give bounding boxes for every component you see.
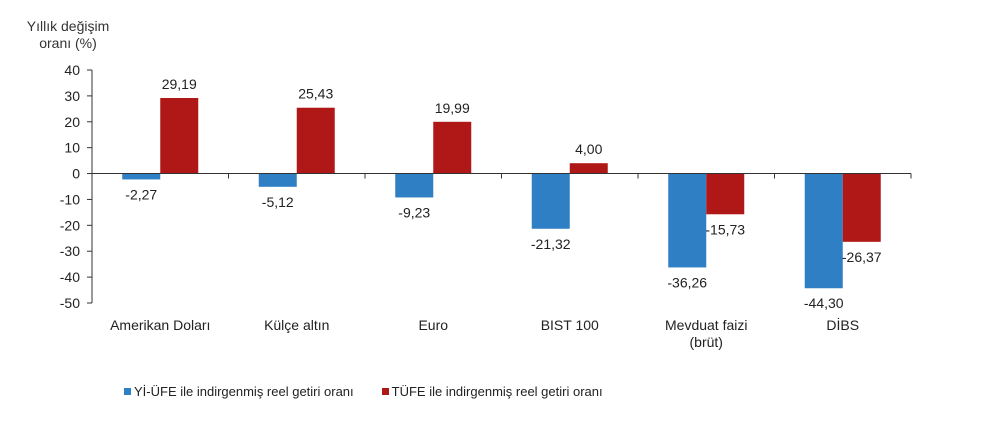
- x-tick-label: BIST 100: [541, 317, 599, 333]
- x-tick-label: (brüt): [690, 334, 723, 350]
- y-tick-label: -50: [60, 295, 80, 311]
- bar-tufe: [706, 173, 745, 215]
- y-axis-title: Yıllık değişim oranı (%): [18, 18, 118, 52]
- x-tick-label: Mevduat faizi: [665, 317, 747, 333]
- x-tick-label: DİBS: [826, 316, 859, 333]
- legend-item-tufe: TÜFE ile indirgenmiş reel getiri oranı: [381, 384, 603, 399]
- y-tick-label: 10: [64, 140, 80, 156]
- data-label: -26,37: [842, 249, 882, 265]
- x-tick-label: Euro: [418, 317, 448, 333]
- y-axis-title-line-2: oranı (%): [39, 35, 97, 51]
- legend-item-yi-ufe: Yİ-ÜFE ile indirgenmiş reel getiri oranı: [124, 384, 354, 399]
- data-label: 25,43: [298, 86, 333, 102]
- data-label: -9,23: [398, 204, 430, 220]
- y-tick-label: -30: [60, 243, 80, 259]
- data-label: -44,30: [804, 295, 844, 311]
- x-tick-label: Amerikan Doları: [110, 317, 210, 333]
- data-label: -5,12: [262, 194, 294, 210]
- legend-label: Yİ-ÜFE ile indirgenmiş reel getiri oranı: [134, 384, 354, 399]
- bar-tufe: [296, 107, 335, 174]
- bar-yi-ufe: [258, 173, 297, 187]
- bar-yi-ufe: [804, 173, 843, 289]
- data-label: -21,32: [531, 236, 571, 252]
- data-label: 4,00: [575, 141, 602, 157]
- y-tick-label: -40: [60, 269, 80, 285]
- bar-tufe: [160, 97, 199, 174]
- y-axis-title-line-1: Yıllık değişim: [26, 18, 110, 34]
- data-label: -36,26: [667, 274, 707, 290]
- legend-label: TÜFE ile indirgenmiş reel getiri oranı: [391, 384, 603, 399]
- bar-tufe: [842, 173, 881, 242]
- bar-yi-ufe: [531, 173, 570, 229]
- data-label: 19,99: [435, 100, 470, 116]
- bar-yi-ufe: [668, 173, 707, 268]
- data-label: -15,73: [705, 221, 745, 237]
- y-tick-label: 30: [64, 88, 80, 104]
- x-tick-label: Külçe altın: [264, 317, 329, 333]
- y-tick-label: 40: [64, 62, 80, 78]
- y-tick-label: 0: [72, 166, 80, 182]
- bar-tufe: [433, 121, 472, 174]
- bar-yi-ufe: [395, 173, 434, 198]
- data-label: -2,27: [125, 186, 157, 202]
- data-label: 29,19: [162, 76, 197, 92]
- y-tick-label: -20: [60, 217, 80, 233]
- bar-yi-ufe: [122, 173, 161, 180]
- y-tick-label: 20: [64, 114, 80, 130]
- legend-swatch-red: [381, 388, 389, 395]
- legend-swatch-blue: [124, 388, 131, 395]
- bar-tufe: [569, 163, 608, 174]
- legend: Yİ-ÜFE ile indirgenmiş reel getiri oranı…: [124, 384, 603, 399]
- y-tick-label: -10: [60, 191, 80, 207]
